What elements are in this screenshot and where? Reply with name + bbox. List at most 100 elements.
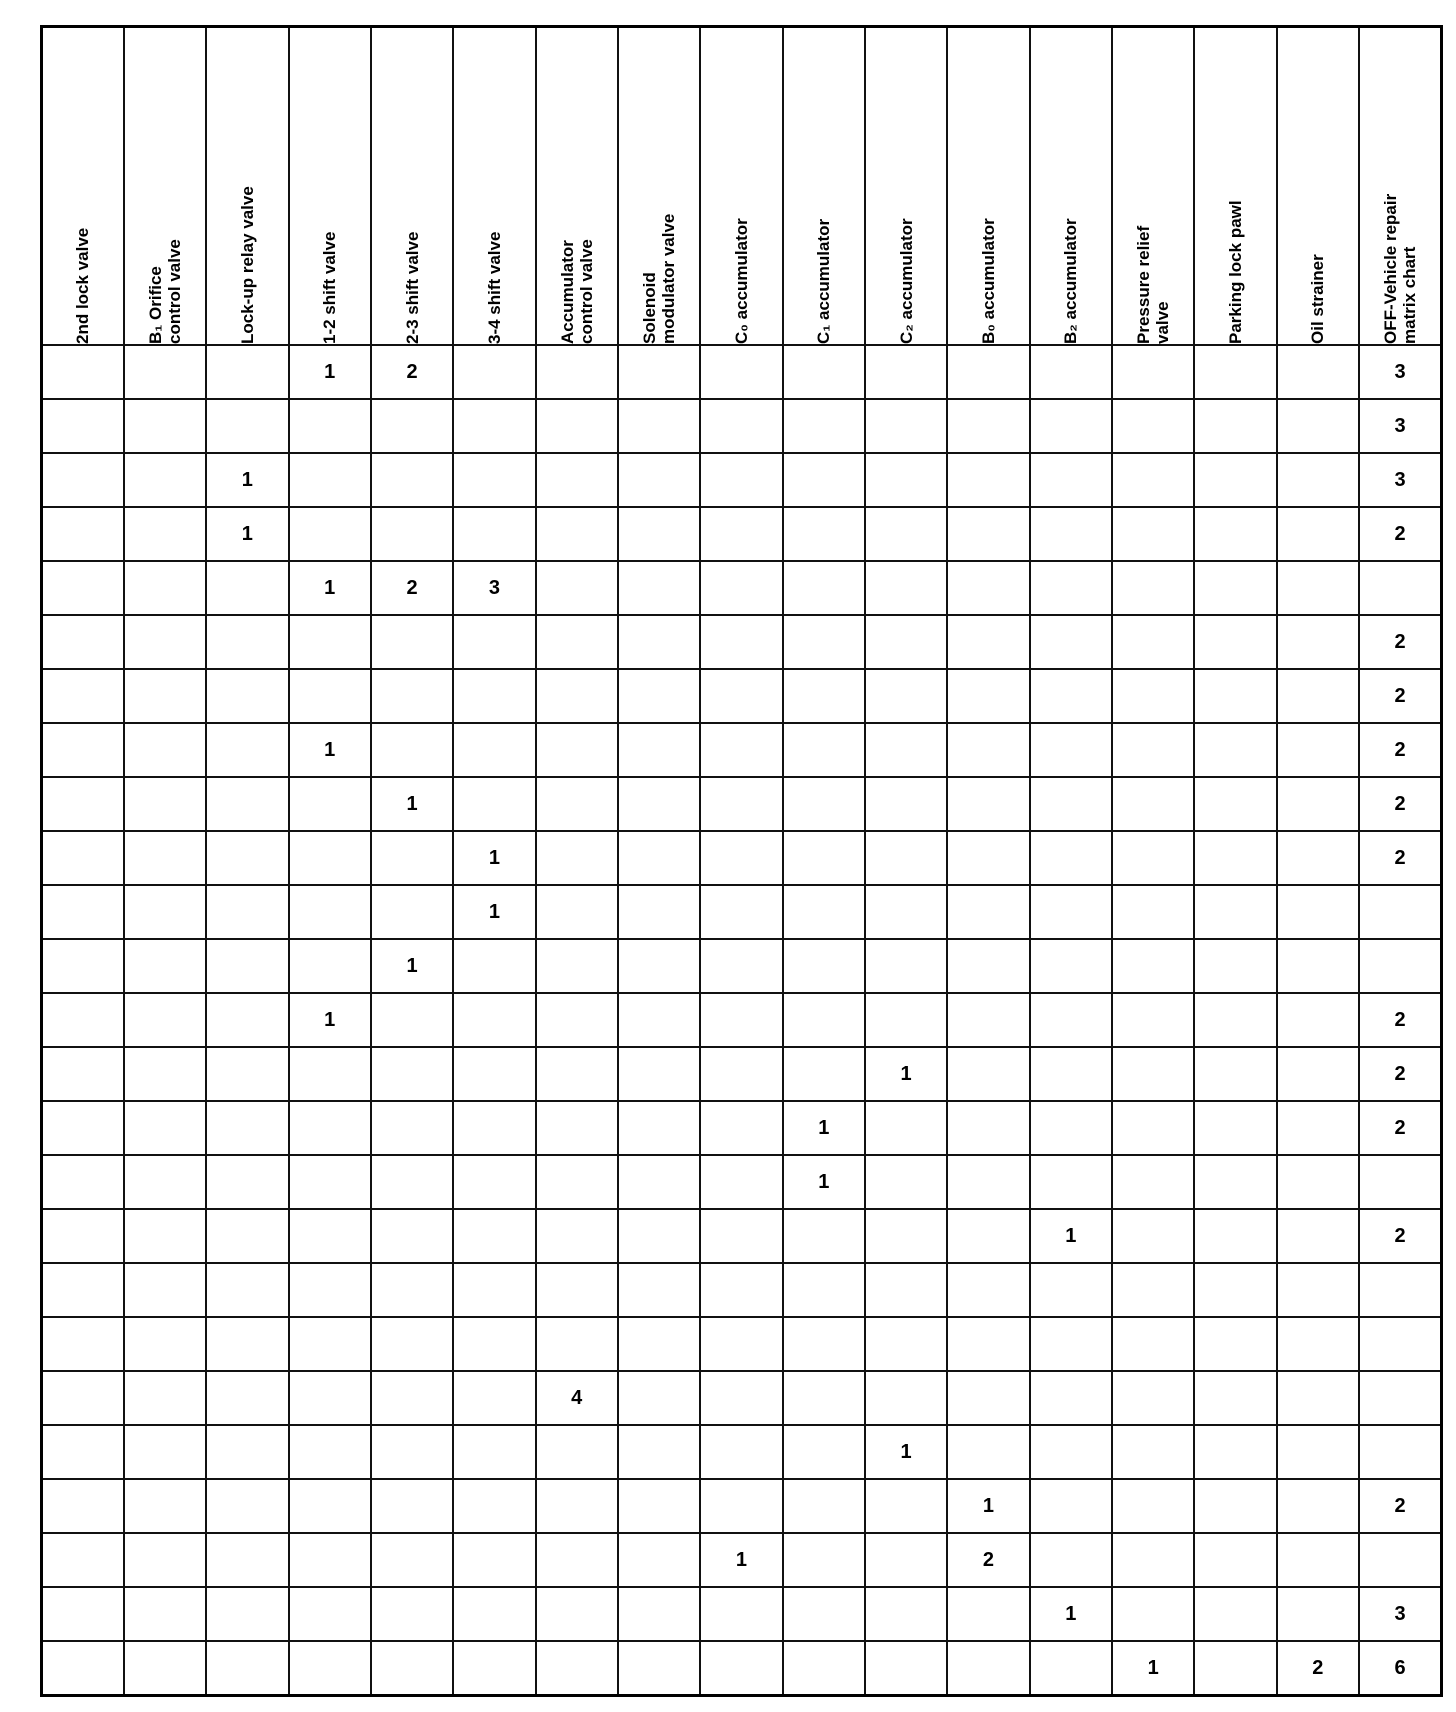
table-cell (205, 884, 290, 940)
table-cell (1275, 1478, 1361, 1534)
table-cell (1193, 1208, 1278, 1264)
table-cell (863, 668, 949, 724)
table-cell (781, 1640, 866, 1697)
table-cell (1028, 884, 1113, 940)
table-cell (205, 614, 290, 670)
table-cell (452, 1262, 537, 1318)
table-cell (616, 506, 702, 562)
table-cell (863, 884, 949, 940)
table-cell (616, 1046, 702, 1102)
table-cell (205, 830, 290, 886)
table-cell: 1 (1110, 1640, 1196, 1697)
table-cell (1028, 722, 1113, 778)
table-cell (1275, 1046, 1361, 1102)
table-cell (699, 668, 784, 724)
table-cell (534, 668, 619, 724)
table-cell (616, 1370, 702, 1426)
table-row: 1 (40, 884, 1443, 940)
table-cell (369, 884, 455, 940)
table-cell (781, 344, 866, 400)
table-cell (1358, 1316, 1443, 1372)
table-cell (946, 1370, 1031, 1426)
table-cell (616, 992, 702, 1048)
table-cell (1193, 1154, 1278, 1210)
table-cell (946, 1100, 1031, 1156)
table-cell (534, 830, 619, 886)
table-cell (287, 1478, 372, 1534)
column-header: Parking lock pawl (1193, 25, 1278, 346)
table-cell (287, 1424, 372, 1480)
table-cell (534, 1640, 619, 1697)
table-cell (287, 1154, 372, 1210)
table-cell (1275, 992, 1361, 1048)
table-cell (369, 614, 455, 670)
table-cell (1028, 1424, 1113, 1480)
table-cell (205, 938, 290, 994)
table-cell (781, 1478, 866, 1534)
table-row: 2 (40, 614, 1443, 670)
table-cell (287, 1640, 372, 1697)
table-cell (699, 1154, 784, 1210)
table-cell (452, 1154, 537, 1210)
table-cell: 1 (369, 776, 455, 832)
table-cell (40, 614, 125, 670)
table-cell (287, 884, 372, 940)
table-cell (863, 722, 949, 778)
column-header-label: Accumulator control valve (557, 239, 596, 344)
table-cell (1028, 452, 1113, 508)
table-cell (1275, 884, 1361, 940)
table-cell (452, 506, 537, 562)
table-cell (1110, 1100, 1196, 1156)
table-cell (699, 1046, 784, 1102)
table-cell (452, 1640, 537, 1697)
table-cell (1275, 1316, 1361, 1372)
table-cell (863, 1100, 949, 1156)
table-cell (1110, 992, 1196, 1048)
table-cell (699, 1640, 784, 1697)
table-cell (616, 722, 702, 778)
table-cell (40, 722, 125, 778)
table-cell (1110, 614, 1196, 670)
table-cell (122, 1208, 208, 1264)
table-cell (534, 614, 619, 670)
table-cell (616, 1586, 702, 1642)
table-cell (699, 1316, 784, 1372)
table-cell (946, 1154, 1031, 1210)
table-cell (616, 614, 702, 670)
table-cell (452, 1532, 537, 1588)
column-header: Lock-up relay valve (205, 25, 290, 346)
table-cell (452, 1424, 537, 1480)
table-cell (205, 1208, 290, 1264)
table-cell (369, 668, 455, 724)
table-cell (1358, 1532, 1443, 1588)
table-cell (1358, 938, 1443, 994)
table-cell (1358, 1262, 1443, 1318)
table-cell (1110, 506, 1196, 562)
table-cell (205, 1586, 290, 1642)
table-cell (287, 830, 372, 886)
column-header-label: Parking lock pawl (1225, 200, 1245, 344)
table-cell (616, 1208, 702, 1264)
table-cell (287, 1532, 372, 1588)
table-cell (1358, 884, 1443, 940)
table-cell (452, 1370, 537, 1426)
table-cell: 1 (781, 1154, 866, 1210)
table-cell (122, 1370, 208, 1426)
table-cell (1028, 938, 1113, 994)
table-cell (1275, 506, 1361, 562)
table-cell (534, 938, 619, 994)
table-cell (369, 1424, 455, 1480)
table-cell (781, 1262, 866, 1318)
table-cell (534, 1154, 619, 1210)
table-cell (205, 1046, 290, 1102)
table-cell (534, 1100, 619, 1156)
table-cell (122, 1424, 208, 1480)
table-cell (699, 884, 784, 940)
table-cell (1028, 1100, 1113, 1156)
table-cell (616, 938, 702, 994)
table-cell (205, 1316, 290, 1372)
